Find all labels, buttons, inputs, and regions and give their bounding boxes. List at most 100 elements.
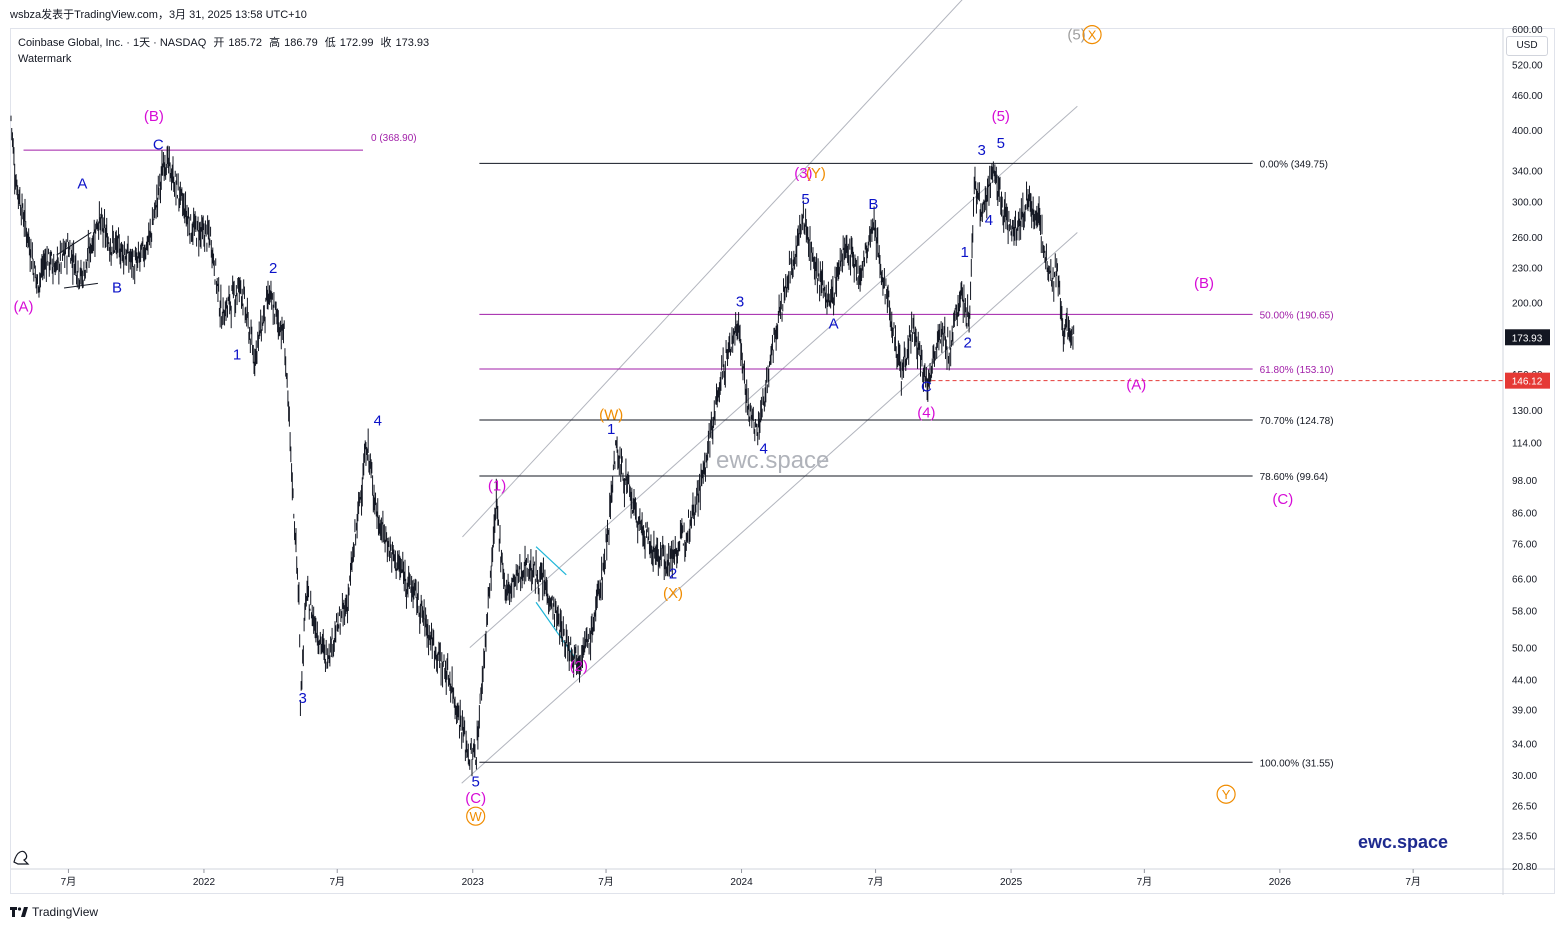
y-tick-label: 76.00 bbox=[1512, 539, 1537, 550]
wave-label: C bbox=[921, 378, 932, 395]
x-tick-label: 2026 bbox=[1269, 877, 1292, 888]
footer: TradingView bbox=[10, 905, 98, 919]
wave-label: B bbox=[112, 280, 122, 297]
brand-text: ewc.space bbox=[1358, 832, 1449, 852]
wave-label: 5 bbox=[997, 135, 1005, 152]
wave-label-circle bbox=[1082, 24, 1102, 45]
wave-label: (A) bbox=[14, 298, 34, 315]
x-tick-label: 7月 bbox=[598, 876, 614, 888]
y-tick-label: 66.00 bbox=[1512, 575, 1537, 586]
y-tick-label: 520.00 bbox=[1512, 61, 1543, 72]
wave-label: W bbox=[470, 809, 483, 824]
wave-label: (3) bbox=[794, 165, 812, 182]
price-label-text: 146.12 bbox=[1512, 377, 1543, 388]
x-tick-label: 7月 bbox=[1137, 876, 1153, 888]
y-tick-label: 130.00 bbox=[1512, 406, 1543, 417]
y-tick-label: 400.00 bbox=[1512, 126, 1543, 137]
y-tick-label: 340.00 bbox=[1512, 166, 1543, 177]
low-value: 172.99 bbox=[339, 37, 374, 49]
wave-label: (5) bbox=[1067, 27, 1085, 44]
wave-label: (5) bbox=[992, 108, 1010, 125]
x-tick-label: 2022 bbox=[193, 877, 216, 888]
price-label-box bbox=[1505, 372, 1550, 389]
wave-label: 2 bbox=[963, 334, 971, 351]
fib-level-label: 100.00% (31.55) bbox=[1260, 758, 1334, 769]
y-tick-label: 98.00 bbox=[1512, 476, 1537, 487]
y-tick-label: 86.00 bbox=[1512, 509, 1537, 520]
wave-label: 2 bbox=[269, 260, 277, 277]
wave-label: A bbox=[829, 316, 839, 333]
wave-label-circle bbox=[1216, 784, 1236, 804]
y-tick-label: 26.50 bbox=[1512, 802, 1537, 813]
fib-level-label: 70.70% (124.78) bbox=[1260, 416, 1334, 427]
y-tick-label: 44.00 bbox=[1512, 675, 1537, 686]
wave-label: (4) bbox=[917, 405, 935, 422]
y-tick-label: 200.00 bbox=[1512, 299, 1543, 310]
chart-watermark: ewc.space bbox=[716, 447, 830, 474]
wave-label: B bbox=[868, 196, 878, 213]
fib-level-label: 0.00% (349.75) bbox=[1260, 159, 1328, 170]
wave-label: 1 bbox=[961, 244, 969, 261]
wave-label: 4 bbox=[374, 413, 382, 430]
y-tick-label: 34.00 bbox=[1512, 740, 1537, 751]
drawing-tool-icon[interactable] bbox=[13, 850, 30, 865]
close-label: 收 bbox=[380, 37, 392, 49]
wave-label: (2) bbox=[570, 658, 588, 675]
y-tick-label: 260.00 bbox=[1512, 233, 1543, 244]
fib-prior-label: 0 (368.90) bbox=[371, 133, 417, 144]
x-tick-label: 7月 bbox=[329, 876, 345, 888]
y-tick-label: 30.00 bbox=[1512, 771, 1537, 782]
wave-label: A bbox=[77, 176, 87, 193]
y-tick-label: 460.00 bbox=[1512, 91, 1543, 102]
y-tick-label: 23.50 bbox=[1512, 832, 1537, 843]
y-tick-label: 39.00 bbox=[1512, 706, 1537, 717]
trend-channel-line bbox=[462, 0, 963, 538]
high-value: 186.79 bbox=[284, 37, 318, 49]
y-tick-label: 50.00 bbox=[1512, 644, 1537, 655]
price-label-text: 173.93 bbox=[1512, 333, 1543, 344]
high-label: 高 bbox=[269, 37, 281, 49]
fib-level-label: 78.60% (99.64) bbox=[1260, 472, 1328, 483]
watermark-indicator-label[interactable]: Watermark bbox=[18, 53, 72, 65]
y-tick-label: 58.00 bbox=[1512, 607, 1537, 618]
wave-label: 3 bbox=[298, 690, 306, 707]
open-value: 185.72 bbox=[228, 37, 263, 49]
candle-series bbox=[10, 115, 1075, 777]
wave-label: Y bbox=[1222, 787, 1231, 802]
wave-label: 2 bbox=[669, 566, 677, 583]
symbol-name[interactable]: Coinbase Global, Inc. · 1天 · NASDAQ bbox=[18, 37, 207, 49]
wave-label: 1 bbox=[233, 347, 241, 364]
wave-label: 4 bbox=[985, 212, 993, 229]
open-label: 开 bbox=[213, 37, 225, 49]
wave-label: (B) bbox=[144, 108, 164, 125]
wave-label: (1) bbox=[488, 477, 506, 494]
price-label-box bbox=[1505, 329, 1550, 346]
wave-label: 5 bbox=[472, 774, 480, 791]
wave-label: (C) bbox=[1272, 491, 1293, 508]
y-tick-label: 600.00 bbox=[1512, 25, 1543, 36]
x-tick-label: 7月 bbox=[868, 876, 884, 888]
x-tick-label: 7月 bbox=[1405, 876, 1421, 888]
cyan-line bbox=[535, 546, 567, 576]
wave-label: 4 bbox=[759, 441, 767, 458]
symbol-legend: Coinbase Global, Inc. · 1天 · NASDAQ 开 185… bbox=[18, 35, 433, 67]
currency-button[interactable]: USD bbox=[1506, 36, 1548, 56]
x-tick-label: 2024 bbox=[730, 877, 753, 888]
y-tick-label: 230.00 bbox=[1512, 264, 1543, 275]
wave-label: 5 bbox=[801, 191, 809, 208]
x-tick-label: 7月 bbox=[61, 876, 77, 888]
share-header: wsbza发表于TradingView.com，3月 31, 2025 13:5… bbox=[10, 9, 307, 21]
triangle-line bbox=[63, 282, 98, 289]
tradingview-brand[interactable]: TradingView bbox=[32, 905, 99, 919]
y-tick-label: 20.80 bbox=[1512, 862, 1537, 873]
fib-level-label: 50.00% (190.65) bbox=[1260, 310, 1334, 321]
wave-label: C bbox=[153, 136, 164, 153]
low-label: 低 bbox=[324, 37, 336, 49]
trend-channel-line bbox=[469, 105, 1078, 649]
wave-label: 3 bbox=[977, 142, 985, 159]
x-tick-label: 2025 bbox=[1000, 877, 1023, 888]
wave-label: X bbox=[1088, 28, 1097, 43]
y-tick-label: 300.00 bbox=[1512, 198, 1543, 209]
trend-channel-line bbox=[461, 232, 1078, 784]
